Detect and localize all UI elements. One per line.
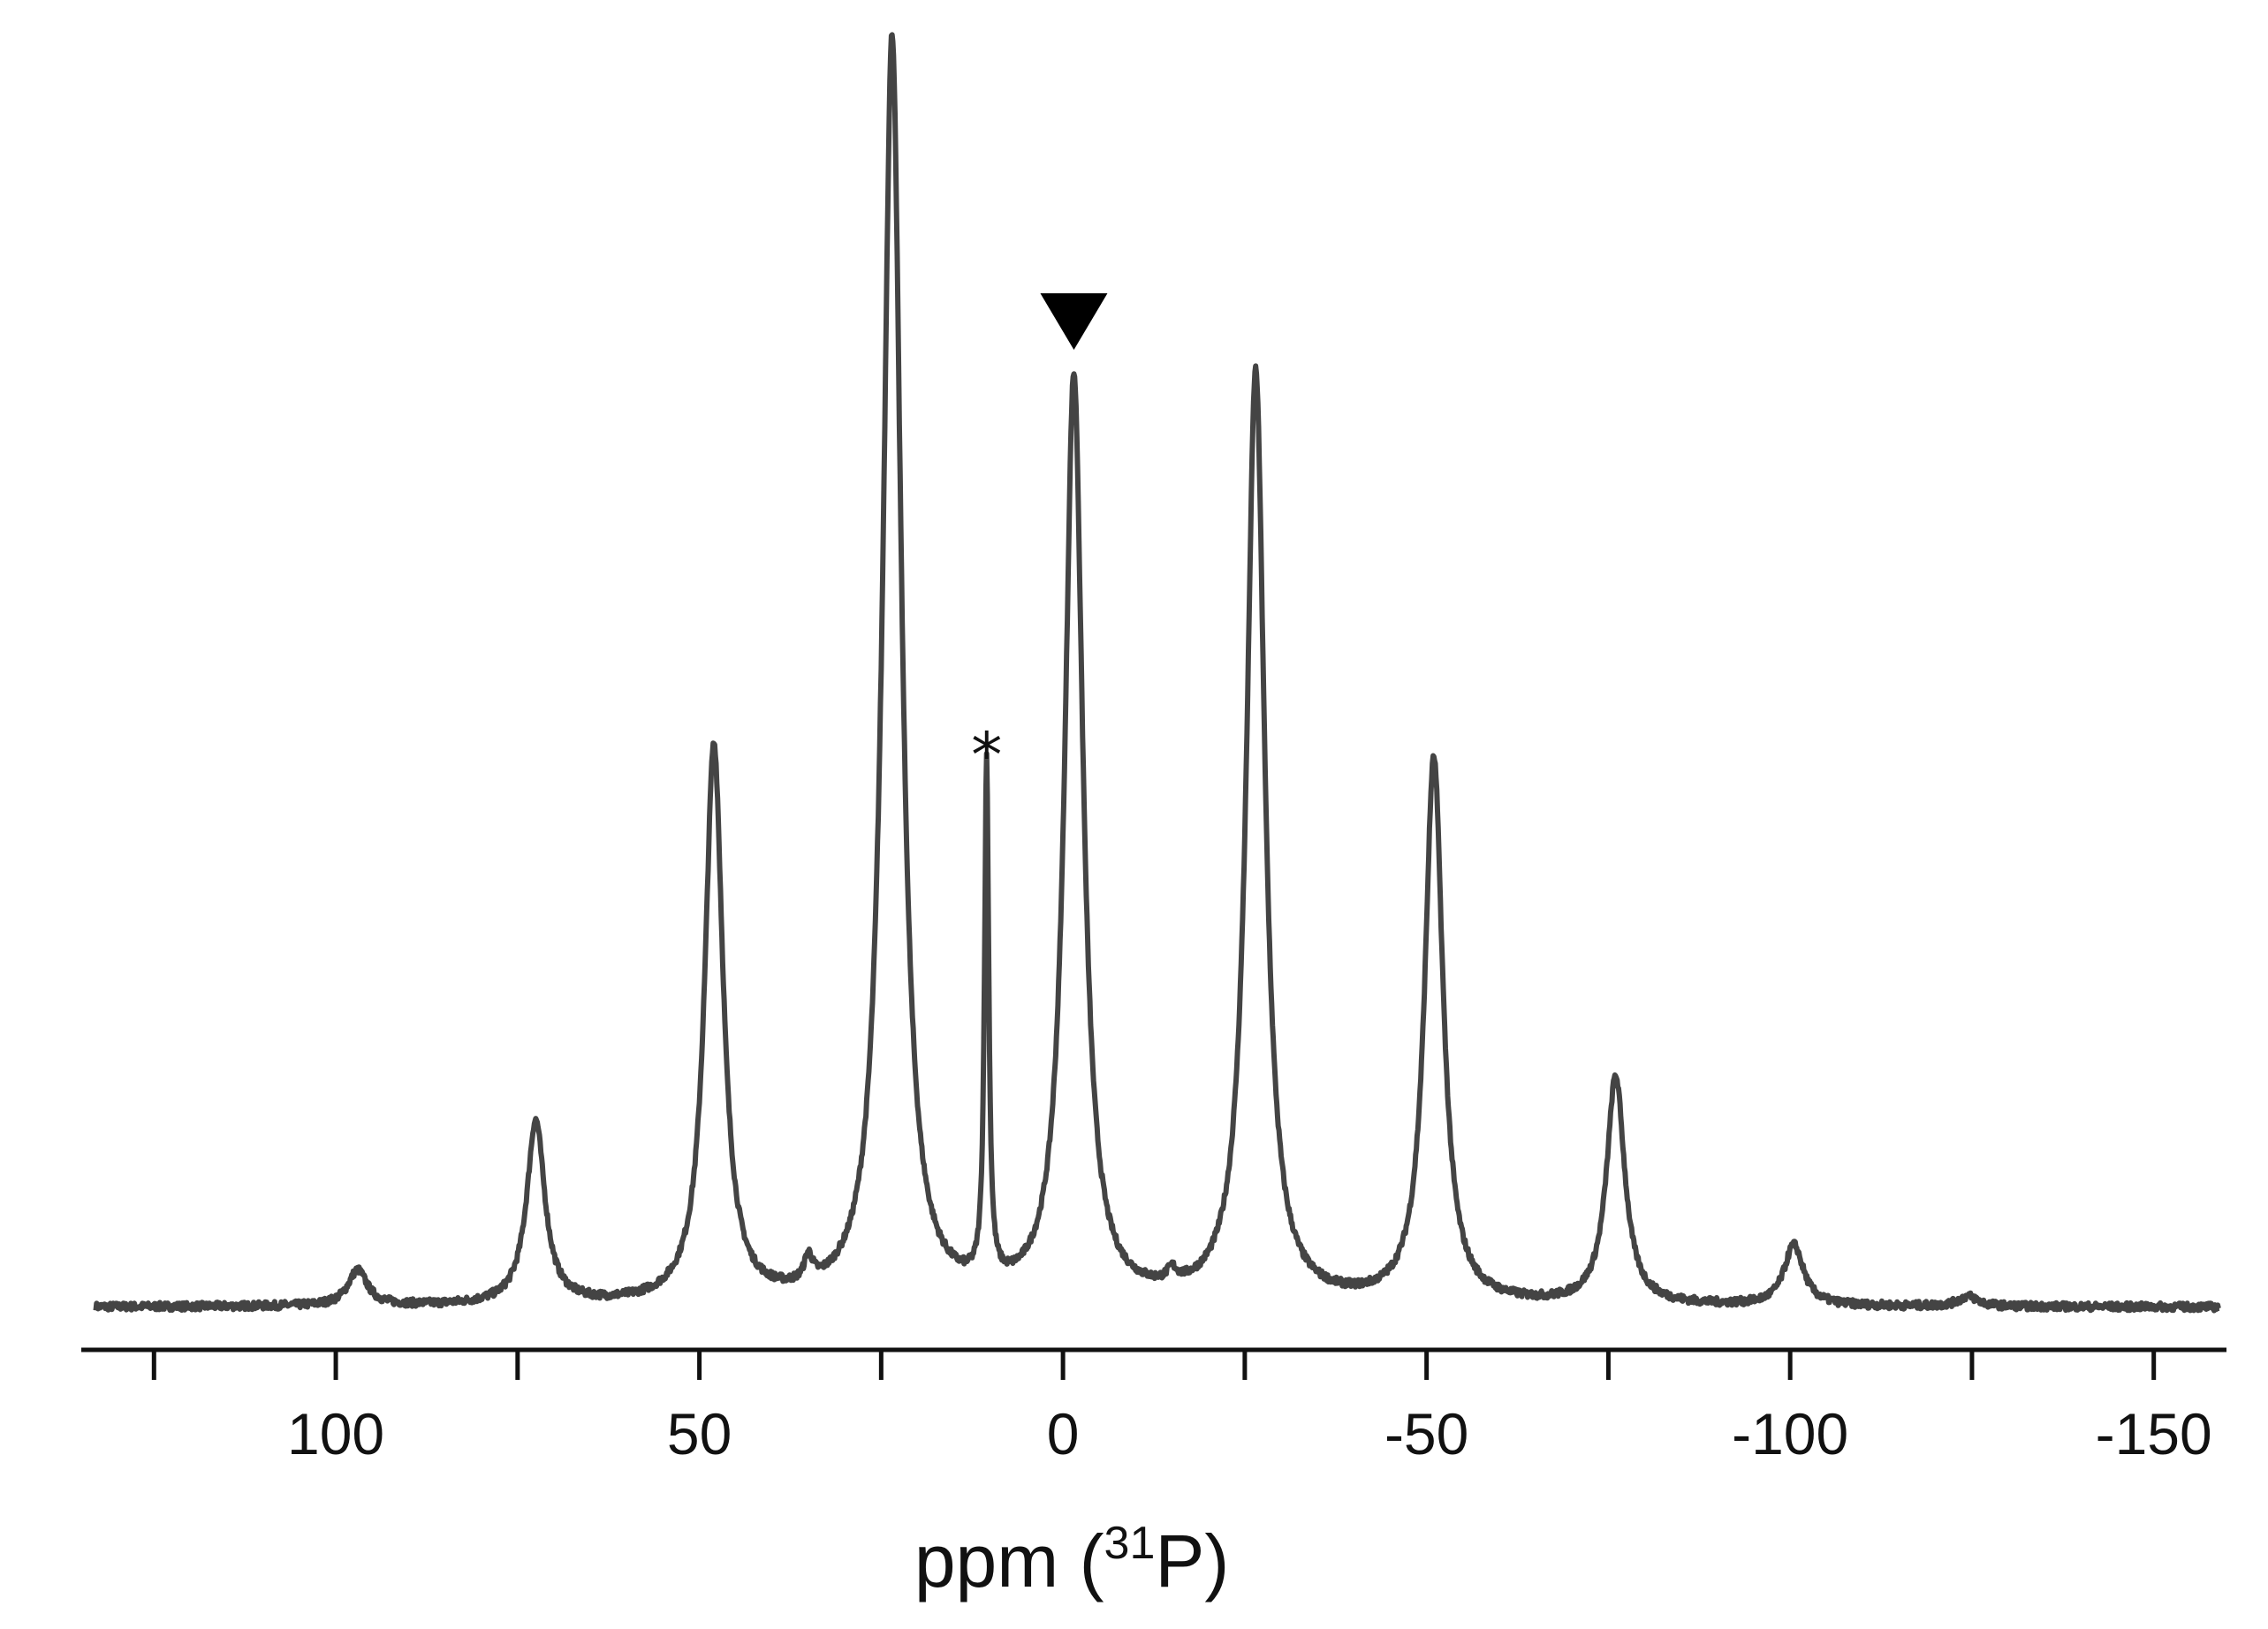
x-axis-ticks (151, 1350, 2157, 1380)
x-axis-title-superscript: 31 (1104, 1518, 1156, 1569)
triangle-down-icon (1040, 293, 1108, 350)
x-tick-label: 0 (1047, 1401, 1080, 1466)
x-axis-tick-labels: 100 50 0 -50 -100 -150 (287, 1401, 2212, 1466)
x-tick-label: 100 (287, 1401, 384, 1466)
x-axis-title: ppm (31P) (914, 1518, 1230, 1602)
x-axis-title-prefix: ppm ( (914, 1519, 1104, 1602)
asterisk-marker: * (971, 719, 1002, 792)
spectrum-series-line (93, 32, 2221, 1314)
x-tick-label: -50 (1384, 1401, 1468, 1466)
x-axis-title-suffix: P) (1155, 1519, 1229, 1602)
x-tick-label: 50 (667, 1401, 732, 1466)
x-tick-label: -100 (1732, 1401, 1848, 1466)
peak-annotations: * (971, 293, 1108, 792)
x-tick-label: -150 (2096, 1401, 2212, 1466)
